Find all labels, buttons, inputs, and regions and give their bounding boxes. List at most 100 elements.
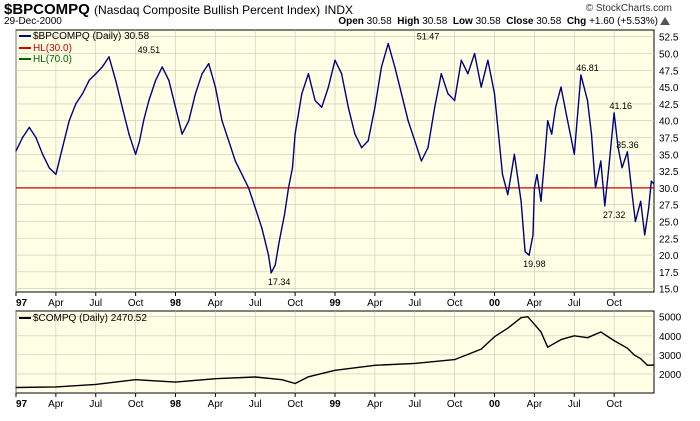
upper-data-point — [115, 79, 117, 81]
upper-data-point — [148, 99, 150, 102]
upper-data-point — [294, 133, 296, 135]
legend-hl70: HL(70.0) — [19, 54, 72, 65]
lower-data-point — [600, 331, 602, 333]
upper-data-point — [604, 205, 606, 207]
upper-data-point — [314, 99, 316, 102]
lower-data-point — [95, 383, 97, 386]
upper-data-point — [28, 126, 30, 129]
upper-data-point — [281, 227, 283, 229]
lower-data-point — [374, 364, 376, 366]
lower-x-tick-label: Oct — [606, 399, 622, 410]
legend-lower: $COMPQ (Daily) 2470.52 — [19, 313, 147, 324]
upper-data-point — [600, 160, 602, 162]
upper-data-point — [22, 136, 24, 139]
lower-x-tick-label: Apr — [48, 399, 64, 410]
lower-x-tick-label: Apr — [367, 399, 383, 410]
upper-y-tick-label: 35.0 — [659, 150, 679, 161]
upper-data-point — [536, 173, 538, 176]
upper-data-point — [497, 133, 500, 135]
upper-x-tick-label: Apr — [48, 298, 64, 309]
lower-x-tick-label: Jul — [89, 399, 102, 410]
upper-data-point — [387, 43, 389, 45]
symbol-title: $BPCOMPQ (Nasdaq Composite Bullish Perce… — [4, 1, 353, 18]
upper-y-tick-label: 17.5 — [659, 268, 679, 279]
lower-x-tick-label: 98 — [170, 399, 182, 410]
legend-main: $BPCOMPQ (Daily) 30.58 — [19, 31, 149, 42]
upper-data-point — [41, 153, 44, 155]
upper-data-point — [291, 167, 294, 169]
lower-data-point — [633, 354, 635, 356]
lower-y-tick-label: 5000 — [659, 313, 682, 324]
upper-data-point — [460, 59, 462, 61]
upper-data-point — [228, 140, 230, 142]
upper-data-point — [447, 93, 449, 95]
lower-data-point — [174, 381, 177, 383]
upper-y-tick-label: 50.0 — [659, 50, 679, 61]
lower-x-tick-label: Oct — [128, 399, 144, 410]
upper-data-point — [634, 220, 636, 223]
upper-data-point — [168, 79, 170, 81]
upper-series-line — [15, 42, 655, 274]
upper-x-tick-label: Apr — [367, 298, 383, 309]
lower-data-point — [646, 364, 648, 366]
upper-y-tick-label: 42.5 — [659, 100, 679, 111]
lower-y-tick-label: 2000 — [659, 370, 682, 381]
upper-data-point — [528, 254, 530, 256]
upper-data-point — [95, 73, 97, 75]
upper-data-point — [234, 160, 236, 162]
lower-series-line — [15, 316, 655, 389]
upper-data-point — [513, 153, 516, 155]
lower-x-tick-label: 99 — [329, 399, 341, 410]
upper-data-point — [287, 187, 290, 189]
upper-data-point — [653, 183, 655, 185]
upper-data-point — [400, 93, 403, 95]
lower-panel: 2000 3000 4000 5000 97 Apr Jul Oct 98 Apr Jul Oct 99… — [15, 310, 682, 410]
upper-data-point — [270, 272, 272, 274]
lower-data-point — [560, 339, 562, 341]
lower-data-point — [307, 376, 310, 378]
upper-data-point — [480, 86, 482, 88]
upper-data-point — [135, 153, 137, 155]
lower-data-point — [15, 386, 17, 389]
upper-data-point — [35, 136, 37, 139]
upper-data-label: 35.36 — [616, 140, 639, 150]
upper-y-tick-label: 47.5 — [659, 66, 679, 77]
upper-data-point — [321, 106, 323, 108]
lower-data-point — [653, 364, 655, 366]
upper-y-tick-label: 32.5 — [659, 167, 679, 178]
upper-data-point — [241, 173, 243, 176]
lower-data-point — [334, 369, 336, 371]
exchange-label: INDX — [324, 3, 353, 17]
upper-data-point — [394, 66, 396, 68]
upper-x-tick-label: 99 — [329, 298, 341, 309]
upper-x-tick-label: Oct — [606, 298, 622, 309]
lower-data-point — [586, 337, 589, 339]
upper-data-point — [101, 66, 103, 68]
upper-data-point — [88, 79, 90, 81]
lower-data-point — [480, 348, 482, 350]
upper-data-point — [143, 120, 145, 122]
lower-data-point — [414, 362, 416, 365]
upper-data-point — [121, 106, 123, 108]
upper-data-point — [590, 133, 593, 135]
upper-data-label: 41.16 — [610, 101, 633, 111]
upper-x-tick-label: Oct — [128, 298, 144, 309]
lower-x-tick-label: Jul — [249, 399, 262, 410]
upper-data-point — [594, 187, 597, 189]
upper-data-point — [261, 227, 263, 229]
upper-panel: 15.0 17.5 20.0 22.5 25.0 27.5 30.0 32.5 35.0 37.5… — [15, 29, 679, 309]
lower-x-tick-label: Jul — [568, 399, 581, 410]
upper-data-label: 51.47 — [417, 32, 440, 42]
lower-y-tick-label: 3000 — [659, 351, 682, 362]
upper-x-tick-label: Oct — [287, 298, 303, 309]
upper-data-label: 49.51 — [138, 45, 161, 55]
lower-data-point — [493, 336, 496, 338]
legend-hl30: HL(30.0) — [19, 43, 72, 54]
upper-data-point — [108, 56, 110, 58]
upper-data-point — [374, 106, 376, 108]
lower-data-point — [214, 378, 216, 380]
lower-data-point — [294, 382, 296, 385]
upper-data-point — [128, 133, 130, 135]
upper-data-point — [55, 173, 57, 176]
